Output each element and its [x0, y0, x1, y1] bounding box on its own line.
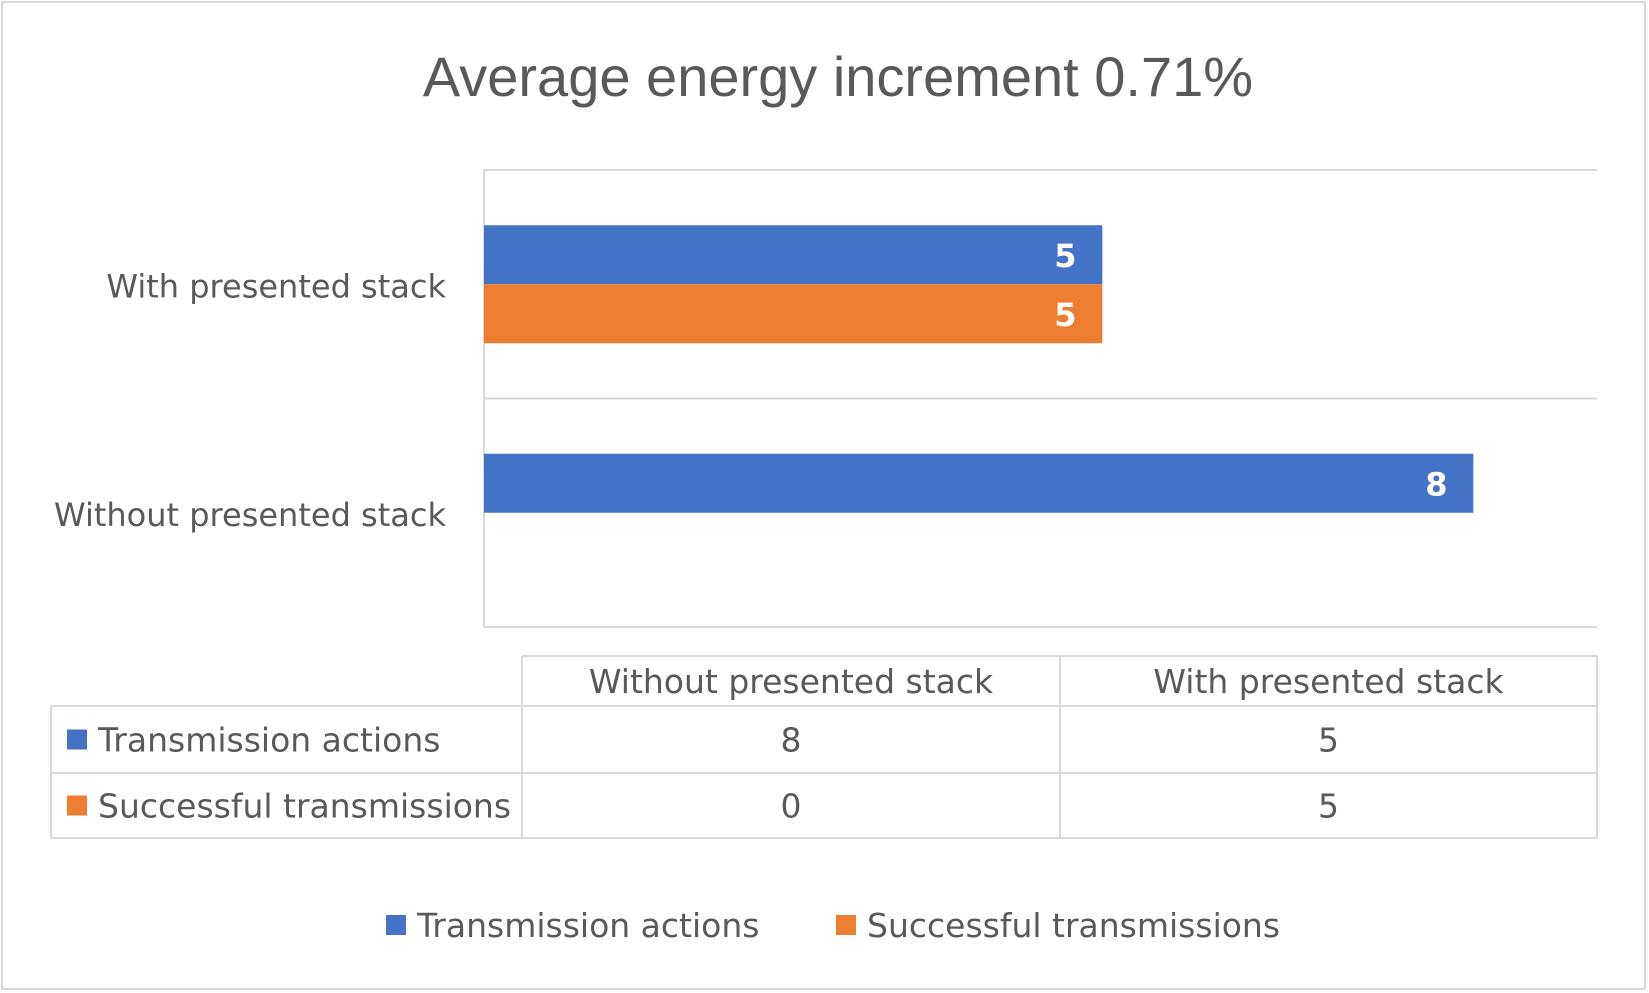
bar-data-label: 8	[1425, 465, 1447, 503]
data-table: Without presented stack With presented st…	[50, 655, 1598, 839]
legend-label: Successful transmissions	[867, 906, 1280, 945]
bar	[484, 453, 1474, 513]
chart-title: Average energy increment 0.71%	[423, 45, 1253, 108]
legend: Transmission actions Successful transmiss…	[386, 906, 1280, 945]
bar-data-label: 5	[1054, 296, 1076, 334]
bar-data-label: 5	[1054, 237, 1076, 275]
plot-area: Without presented stack 8 With presented s…	[54, 169, 1597, 628]
legend-key	[836, 915, 856, 935]
bar	[484, 225, 1103, 285]
table-cell: 5	[1318, 721, 1339, 760]
table-legend-key	[67, 729, 87, 750]
legend-label: Transmission actions	[416, 906, 759, 945]
table-legend-key	[67, 795, 87, 816]
legend-key	[386, 915, 406, 935]
category-label: Without presented stack	[54, 496, 446, 534]
table-column-header: With presented stack	[1153, 662, 1504, 701]
table-cell: 8	[781, 721, 802, 760]
table-row-header: Transmission actions	[97, 721, 440, 760]
table-cell: 5	[1318, 787, 1339, 826]
table-cell: 0	[781, 787, 802, 826]
table-column-header: Without presented stack	[589, 662, 994, 701]
table-row-header: Successful transmissions	[98, 787, 511, 826]
bar	[484, 284, 1103, 344]
category-label: With presented stack	[106, 267, 446, 305]
